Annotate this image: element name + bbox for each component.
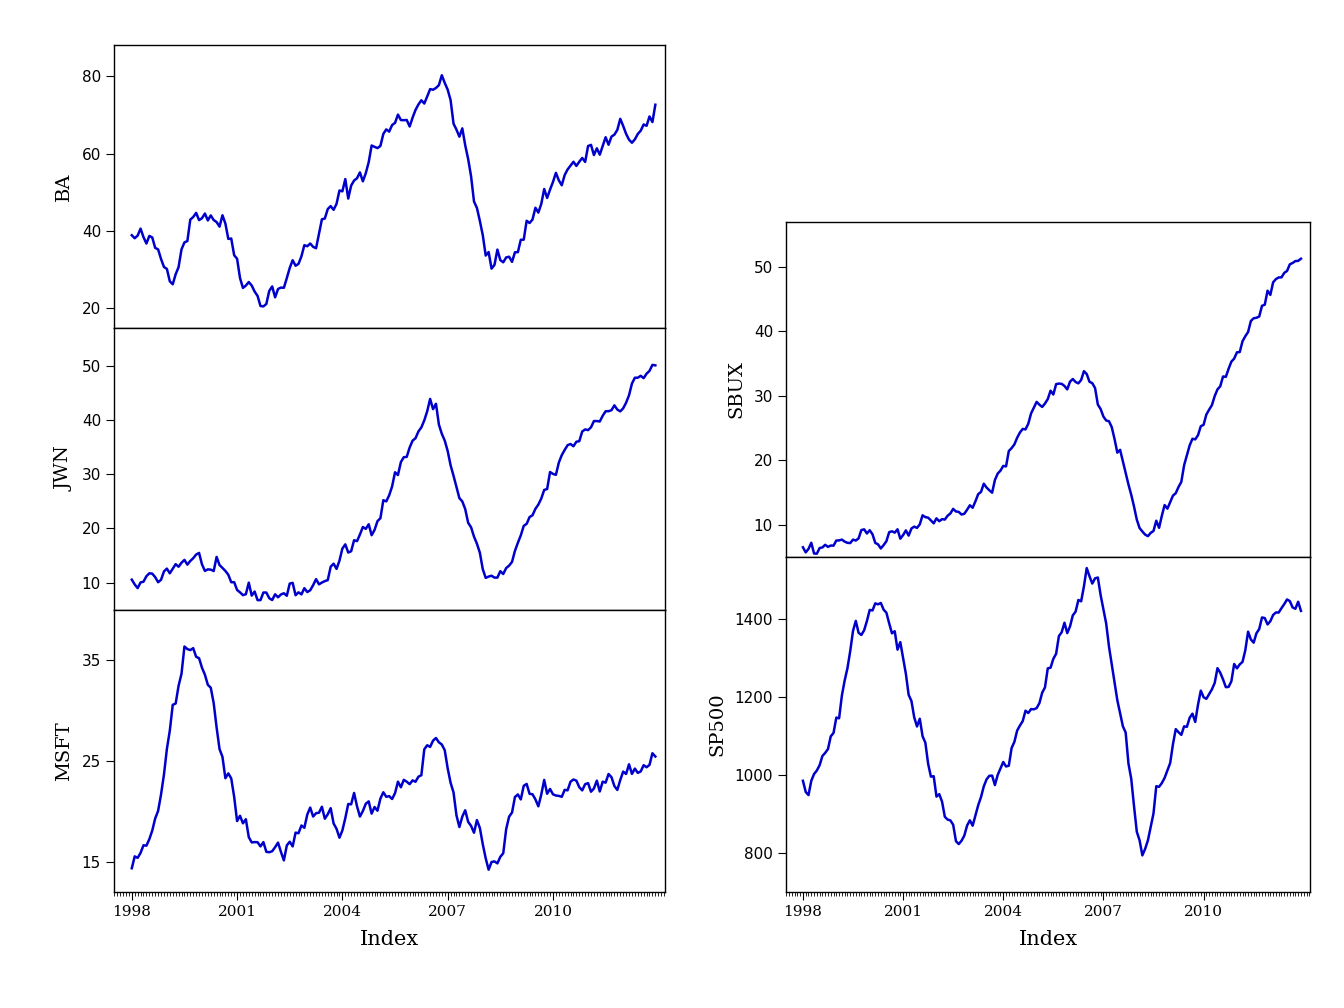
- Y-axis label: SBUX: SBUX: [727, 361, 746, 418]
- X-axis label: Index: Index: [1019, 930, 1078, 950]
- Y-axis label: JWN: JWN: [55, 447, 74, 491]
- Y-axis label: MSFT: MSFT: [55, 721, 74, 781]
- Y-axis label: BA: BA: [55, 172, 74, 201]
- Y-axis label: SP500: SP500: [708, 692, 726, 756]
- X-axis label: Index: Index: [360, 930, 419, 950]
